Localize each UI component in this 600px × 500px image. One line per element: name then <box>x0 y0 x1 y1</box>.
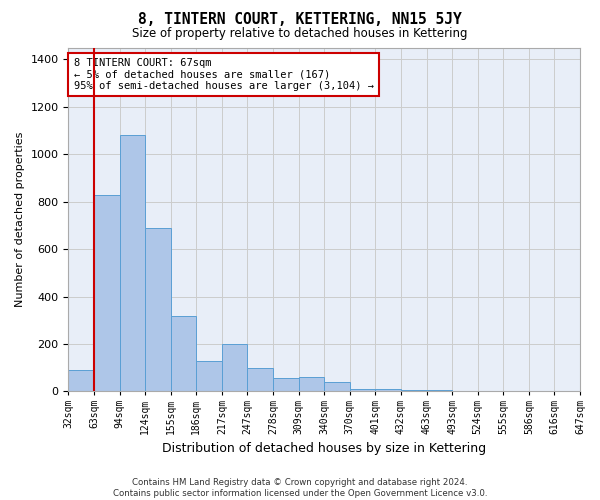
Bar <box>94 194 119 392</box>
Bar <box>376 389 401 392</box>
Text: 8, TINTERN COURT, KETTERING, NN15 5JY: 8, TINTERN COURT, KETTERING, NN15 5JY <box>138 12 462 28</box>
Bar <box>452 391 478 392</box>
Bar <box>145 228 171 392</box>
Y-axis label: Number of detached properties: Number of detached properties <box>15 132 25 307</box>
Text: 8 TINTERN COURT: 67sqm
← 5% of detached houses are smaller (167)
95% of semi-det: 8 TINTERN COURT: 67sqm ← 5% of detached … <box>74 58 374 91</box>
Bar <box>401 390 427 392</box>
Bar <box>299 377 324 392</box>
Bar <box>68 370 94 392</box>
Bar <box>324 382 350 392</box>
Bar <box>350 389 376 392</box>
Bar <box>247 368 273 392</box>
X-axis label: Distribution of detached houses by size in Kettering: Distribution of detached houses by size … <box>162 442 486 455</box>
Bar <box>171 316 196 392</box>
Bar <box>427 390 452 392</box>
Bar <box>273 378 299 392</box>
Bar <box>119 136 145 392</box>
Text: Contains HM Land Registry data © Crown copyright and database right 2024.
Contai: Contains HM Land Registry data © Crown c… <box>113 478 487 498</box>
Bar <box>222 344 247 392</box>
Text: Size of property relative to detached houses in Kettering: Size of property relative to detached ho… <box>132 28 468 40</box>
Bar <box>196 360 222 392</box>
